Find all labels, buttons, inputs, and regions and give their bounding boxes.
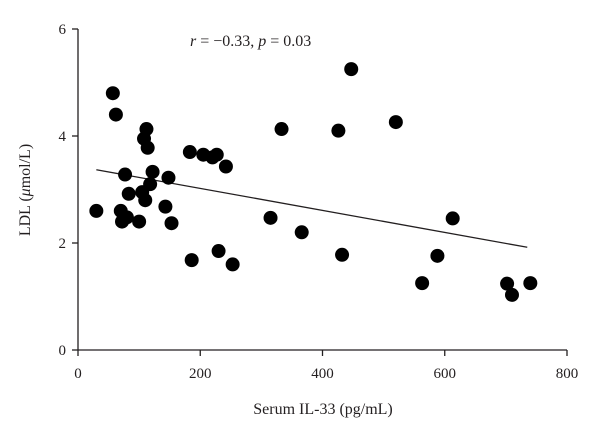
y-axis-title: LDL (μmol/L) bbox=[17, 144, 34, 236]
data-point bbox=[138, 193, 153, 208]
r-value: = −0.33, bbox=[196, 33, 258, 50]
data-point bbox=[335, 247, 350, 262]
data-point bbox=[121, 186, 136, 201]
y-tick-label: 2 bbox=[59, 236, 67, 252]
x-ticks: 0 200 400 600 800 bbox=[74, 350, 578, 382]
data-point bbox=[161, 170, 176, 185]
data-point bbox=[430, 248, 445, 263]
y-tick-label: 6 bbox=[59, 22, 67, 38]
data-point bbox=[118, 167, 133, 182]
data-point bbox=[500, 276, 515, 291]
y-axis-title-suffix: mol/L) bbox=[17, 144, 34, 188]
data-point bbox=[89, 203, 104, 218]
data-point bbox=[143, 177, 158, 192]
p-value: = 0.03 bbox=[266, 33, 311, 50]
data-point bbox=[145, 164, 160, 179]
data-point bbox=[158, 199, 173, 214]
x-tick-label: 800 bbox=[556, 366, 579, 382]
y-tick-label: 0 bbox=[59, 343, 67, 359]
x-tick-label: 600 bbox=[434, 366, 457, 382]
data-point bbox=[388, 115, 403, 130]
x-tick-label: 400 bbox=[311, 366, 334, 382]
y-ticks: 0 2 4 6 bbox=[59, 22, 78, 359]
data-point bbox=[344, 62, 359, 77]
x-tick-label: 200 bbox=[189, 366, 212, 382]
data-point bbox=[164, 216, 179, 231]
x-axis-title: Serum IL-33 (pg/mL) bbox=[253, 401, 393, 418]
data-point bbox=[184, 253, 199, 268]
data-points bbox=[89, 62, 538, 302]
data-point bbox=[225, 257, 240, 272]
axes: 0 200 400 600 800 0 2 4 6 bbox=[59, 22, 579, 382]
r-symbol: r bbox=[190, 33, 197, 50]
data-point bbox=[331, 123, 346, 138]
data-point bbox=[209, 147, 224, 162]
data-point bbox=[119, 210, 134, 225]
data-point bbox=[294, 225, 309, 240]
data-point bbox=[140, 140, 155, 155]
data-point bbox=[504, 287, 519, 302]
p-symbol: p bbox=[257, 33, 266, 50]
correlation-annotation: r = −0.33, p = 0.03 bbox=[190, 33, 311, 50]
data-point bbox=[108, 107, 123, 122]
x-tick-label: 0 bbox=[74, 366, 82, 382]
y-tick-label: 4 bbox=[59, 129, 67, 145]
data-point bbox=[523, 276, 538, 291]
y-axis-title-prefix: LDL ( bbox=[17, 196, 34, 236]
data-point bbox=[139, 122, 154, 137]
data-point bbox=[263, 210, 278, 225]
data-point bbox=[182, 145, 197, 160]
y-axis-title-unit: μ bbox=[17, 188, 34, 197]
data-point bbox=[218, 159, 233, 174]
data-point bbox=[211, 244, 226, 259]
data-point bbox=[132, 214, 147, 229]
data-point bbox=[445, 211, 460, 226]
data-point bbox=[274, 122, 289, 137]
data-point bbox=[415, 276, 430, 291]
data-point bbox=[105, 86, 120, 101]
